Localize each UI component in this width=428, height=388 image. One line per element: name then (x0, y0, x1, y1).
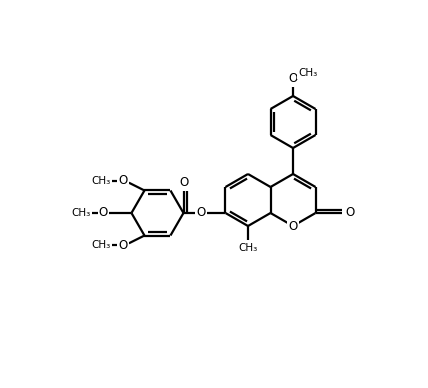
Text: CH₃: CH₃ (238, 243, 258, 253)
Text: O: O (196, 206, 206, 220)
Text: O: O (288, 220, 297, 232)
Text: CH₃: CH₃ (91, 176, 110, 186)
Text: O: O (99, 206, 108, 220)
Text: CH₃: CH₃ (298, 68, 318, 78)
Text: CH₃: CH₃ (91, 240, 110, 250)
Text: O: O (179, 177, 188, 189)
Text: O: O (118, 239, 128, 252)
Text: O: O (345, 206, 354, 220)
Text: O: O (288, 73, 297, 85)
Text: CH₃: CH₃ (72, 208, 91, 218)
Text: O: O (118, 174, 128, 187)
